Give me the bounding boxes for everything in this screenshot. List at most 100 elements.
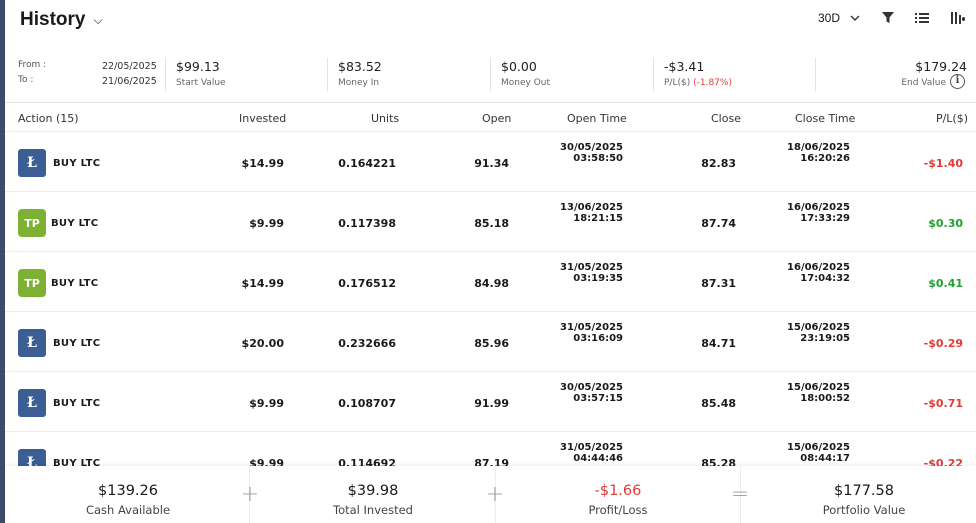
close-time: 16:20:26	[800, 153, 850, 164]
open-time: 03:19:35	[573, 273, 623, 284]
open-date: 31/05/2025	[560, 442, 623, 453]
table-header: Action (15) Invested Units Open Open Tim…	[5, 103, 976, 132]
table-row[interactable]: Ł BUY LTC $14.99 0.164221 91.34 30/05/20…	[5, 132, 976, 192]
open-time: 03:57:15	[573, 393, 623, 404]
row-close-time: 15/06/2025 08:44:17	[787, 442, 850, 464]
period-label: 30D	[818, 11, 841, 25]
end-value: $179.24	[915, 59, 967, 74]
open-date: 13/06/2025	[560, 202, 623, 213]
open-date: 30/05/2025	[560, 142, 623, 153]
filter-icon[interactable]	[880, 11, 896, 25]
row-units: 0.232666	[338, 337, 396, 350]
total-invested-value: $39.98	[347, 483, 399, 499]
row-units: 0.164221	[338, 157, 396, 170]
row-units: 0.108707	[338, 397, 396, 410]
row-open: 85.96	[474, 337, 509, 350]
row-open-time: 30/05/2025 03:58:50	[560, 142, 623, 164]
row-units: 0.114692	[338, 457, 396, 466]
row-close-time: 16/06/2025 17:04:32	[787, 262, 850, 284]
portfolio-footer: $139.26 Cash Available + $39.98 Total In…	[5, 466, 976, 523]
table-row[interactable]: Ł BUY LTC $9.99 0.114692 87.19 31/05/202…	[5, 432, 976, 466]
row-pl: $0.30	[928, 217, 963, 230]
close-date: 15/06/2025	[787, 442, 850, 453]
row-open-time: 31/05/2025 03:19:35	[560, 262, 623, 284]
cash-available-label: Cash Available	[85, 503, 171, 517]
divider	[490, 58, 491, 91]
row-invested: $9.99	[249, 397, 284, 410]
summary-bar: From : To : 22/05/2025 21/06/2025 $99.13…	[5, 46, 976, 103]
close-date: 15/06/2025	[787, 382, 850, 393]
divider	[815, 58, 816, 91]
row-pl: $0.41	[928, 277, 963, 290]
chevron-down-icon	[850, 15, 860, 21]
divider	[653, 58, 654, 91]
cash-available-value: $139.26	[98, 483, 158, 499]
row-open-time: 31/05/2025 03:16:09	[560, 322, 623, 344]
money-in: $83.52	[338, 59, 382, 74]
row-action: BUY LTC	[53, 338, 101, 349]
col-units[interactable]: Units	[371, 112, 400, 125]
end-value-label: End Value	[901, 78, 946, 88]
row-invested: $20.00	[241, 337, 284, 350]
open-date: 31/05/2025	[560, 262, 623, 273]
money-in-label: Money In	[338, 78, 380, 88]
open-time: 03:16:09	[573, 333, 623, 344]
profit-loss-label: Profit/Loss	[588, 503, 648, 517]
close-date: 15/06/2025	[787, 322, 850, 333]
row-open: 85.18	[474, 217, 509, 230]
open-date: 31/05/2025	[560, 322, 623, 333]
row-open: 91.99	[474, 397, 509, 410]
row-close: 87.31	[701, 277, 736, 290]
take-profit-icon: TP	[18, 269, 46, 297]
row-close: 84.71	[701, 337, 736, 350]
row-action: BUY LTC	[51, 278, 99, 289]
pl-label: P/L($)	[664, 78, 691, 88]
to-date: 21/06/2025	[102, 76, 157, 87]
period-selector[interactable]: 30D	[818, 11, 860, 25]
start-value-label: Start Value	[176, 78, 226, 88]
table-row[interactable]: TP BUY LTC $14.99 0.176512 84.98 31/05/2…	[5, 252, 976, 312]
close-time: 17:33:29	[800, 213, 850, 224]
close-time: 18:00:52	[800, 393, 850, 404]
row-pl: -$0.22	[923, 457, 963, 466]
row-close: 82.83	[701, 157, 736, 170]
table-row[interactable]: TP BUY LTC $9.99 0.117398 85.18 13/06/20…	[5, 192, 976, 252]
row-close: 85.48	[701, 397, 736, 410]
divider	[495, 466, 496, 523]
col-open[interactable]: Open	[482, 112, 512, 125]
row-open-time: 13/06/2025 18:21:15	[560, 202, 623, 224]
litecoin-icon: Ł	[18, 389, 46, 417]
row-close: 85.28	[701, 457, 736, 466]
close-date: 18/06/2025	[787, 142, 850, 153]
plus-icon: +	[240, 482, 260, 507]
litecoin-icon: Ł	[18, 329, 46, 357]
from-label: From :	[18, 60, 47, 70]
close-date: 16/06/2025	[787, 262, 850, 273]
col-pl[interactable]: P/L($)	[935, 112, 968, 125]
row-close-time: 15/06/2025 23:19:05	[787, 322, 850, 344]
table-row[interactable]: Ł BUY LTC $9.99 0.108707 91.99 30/05/202…	[5, 372, 976, 432]
col-action[interactable]: Action (15)	[18, 112, 79, 125]
list-icon[interactable]	[914, 11, 930, 25]
row-pl: -$1.40	[923, 157, 963, 170]
col-open-time[interactable]: Open Time	[567, 112, 627, 125]
row-units: 0.117398	[338, 217, 396, 230]
history-title-dropdown[interactable]: History ⌵	[20, 9, 103, 31]
info-icon[interactable]: i	[950, 74, 965, 89]
sidebar-edge	[0, 0, 5, 523]
row-action: BUY LTC	[53, 398, 101, 409]
table-row[interactable]: Ł BUY LTC $20.00 0.232666 85.96 31/05/20…	[5, 312, 976, 372]
col-close[interactable]: Close	[711, 112, 741, 125]
row-action: BUY LTC	[53, 158, 101, 169]
col-invested[interactable]: Invested	[239, 112, 287, 125]
close-time: 23:19:05	[800, 333, 850, 344]
page-title: History	[20, 9, 86, 30]
divider	[740, 466, 741, 523]
close-time: 08:44:17	[800, 453, 850, 464]
columns-icon[interactable]	[950, 11, 966, 25]
col-close-time[interactable]: Close Time	[795, 112, 856, 125]
row-units: 0.176512	[338, 277, 396, 290]
take-profit-icon: TP	[18, 209, 46, 237]
row-open: 87.19	[474, 457, 509, 466]
history-table-body: Ł BUY LTC $14.99 0.164221 91.34 30/05/20…	[5, 132, 976, 466]
